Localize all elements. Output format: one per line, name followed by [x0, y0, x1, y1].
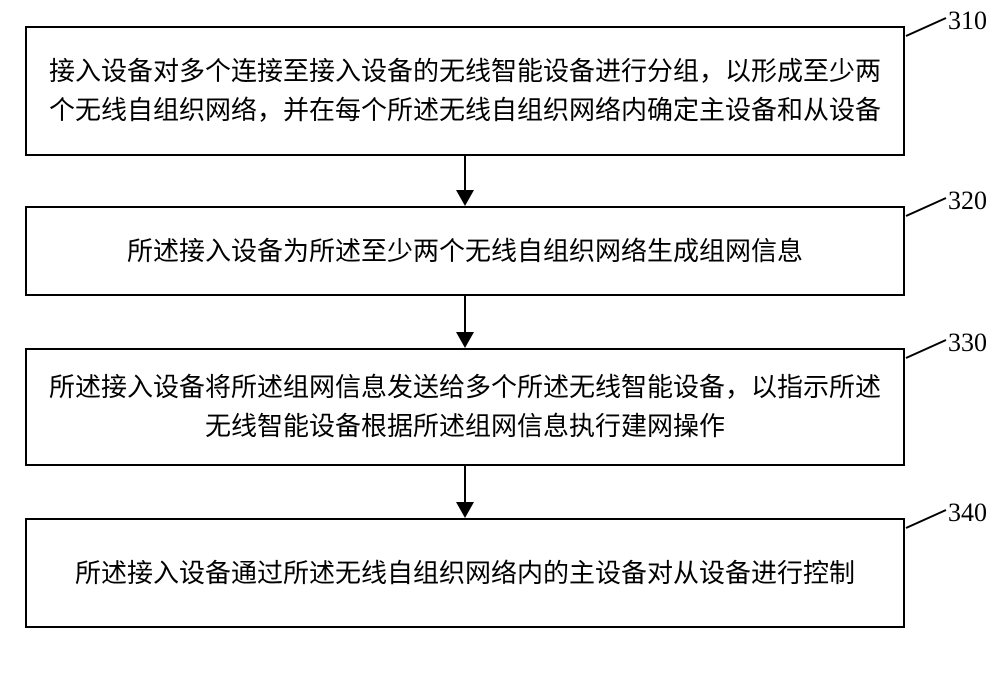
step-text: 所述接入设备为所述至少两个无线自组织网络生成组网信息: [127, 232, 803, 271]
step-text: 所述接入设备将所述组网信息发送给多个所述无线智能设备，以指示所述无线智能设备根据…: [43, 368, 887, 446]
step-text: 所述接入设备通过所述无线自组织网络内的主设备对从设备进行控制: [75, 554, 855, 593]
flow-step-320: 所述接入设备为所述至少两个无线自组织网络生成组网信息: [25, 206, 905, 296]
connector-line: [464, 156, 466, 190]
flow-step-310: 接入设备对多个连接至接入设备的无线智能设备进行分组，以形成至少两个无线自组织网络…: [25, 26, 905, 156]
step-text: 接入设备对多个连接至接入设备的无线智能设备进行分组，以形成至少两个无线自组织网络…: [43, 52, 887, 130]
label-text: 330: [948, 328, 987, 357]
step-label-320: 320: [948, 186, 987, 216]
step-label-330: 330: [948, 328, 987, 358]
flow-step-330: 所述接入设备将所述组网信息发送给多个所述无线智能设备，以指示所述无线智能设备根据…: [25, 348, 905, 466]
label-text: 340: [948, 498, 987, 527]
connector-arrow: [456, 502, 474, 518]
connector-line: [464, 296, 466, 332]
flow-step-340: 所述接入设备通过所述无线自组织网络内的主设备对从设备进行控制: [25, 518, 905, 628]
connector-arrow: [456, 332, 474, 348]
step-label-340: 340: [948, 498, 987, 528]
connector-arrow: [456, 190, 474, 206]
connector-line: [464, 466, 466, 502]
label-text: 310: [948, 6, 987, 35]
step-label-310: 310: [948, 6, 987, 36]
flowchart-canvas: 接入设备对多个连接至接入设备的无线智能设备进行分组，以形成至少两个无线自组织网络…: [0, 0, 1000, 684]
label-text: 320: [948, 186, 987, 215]
